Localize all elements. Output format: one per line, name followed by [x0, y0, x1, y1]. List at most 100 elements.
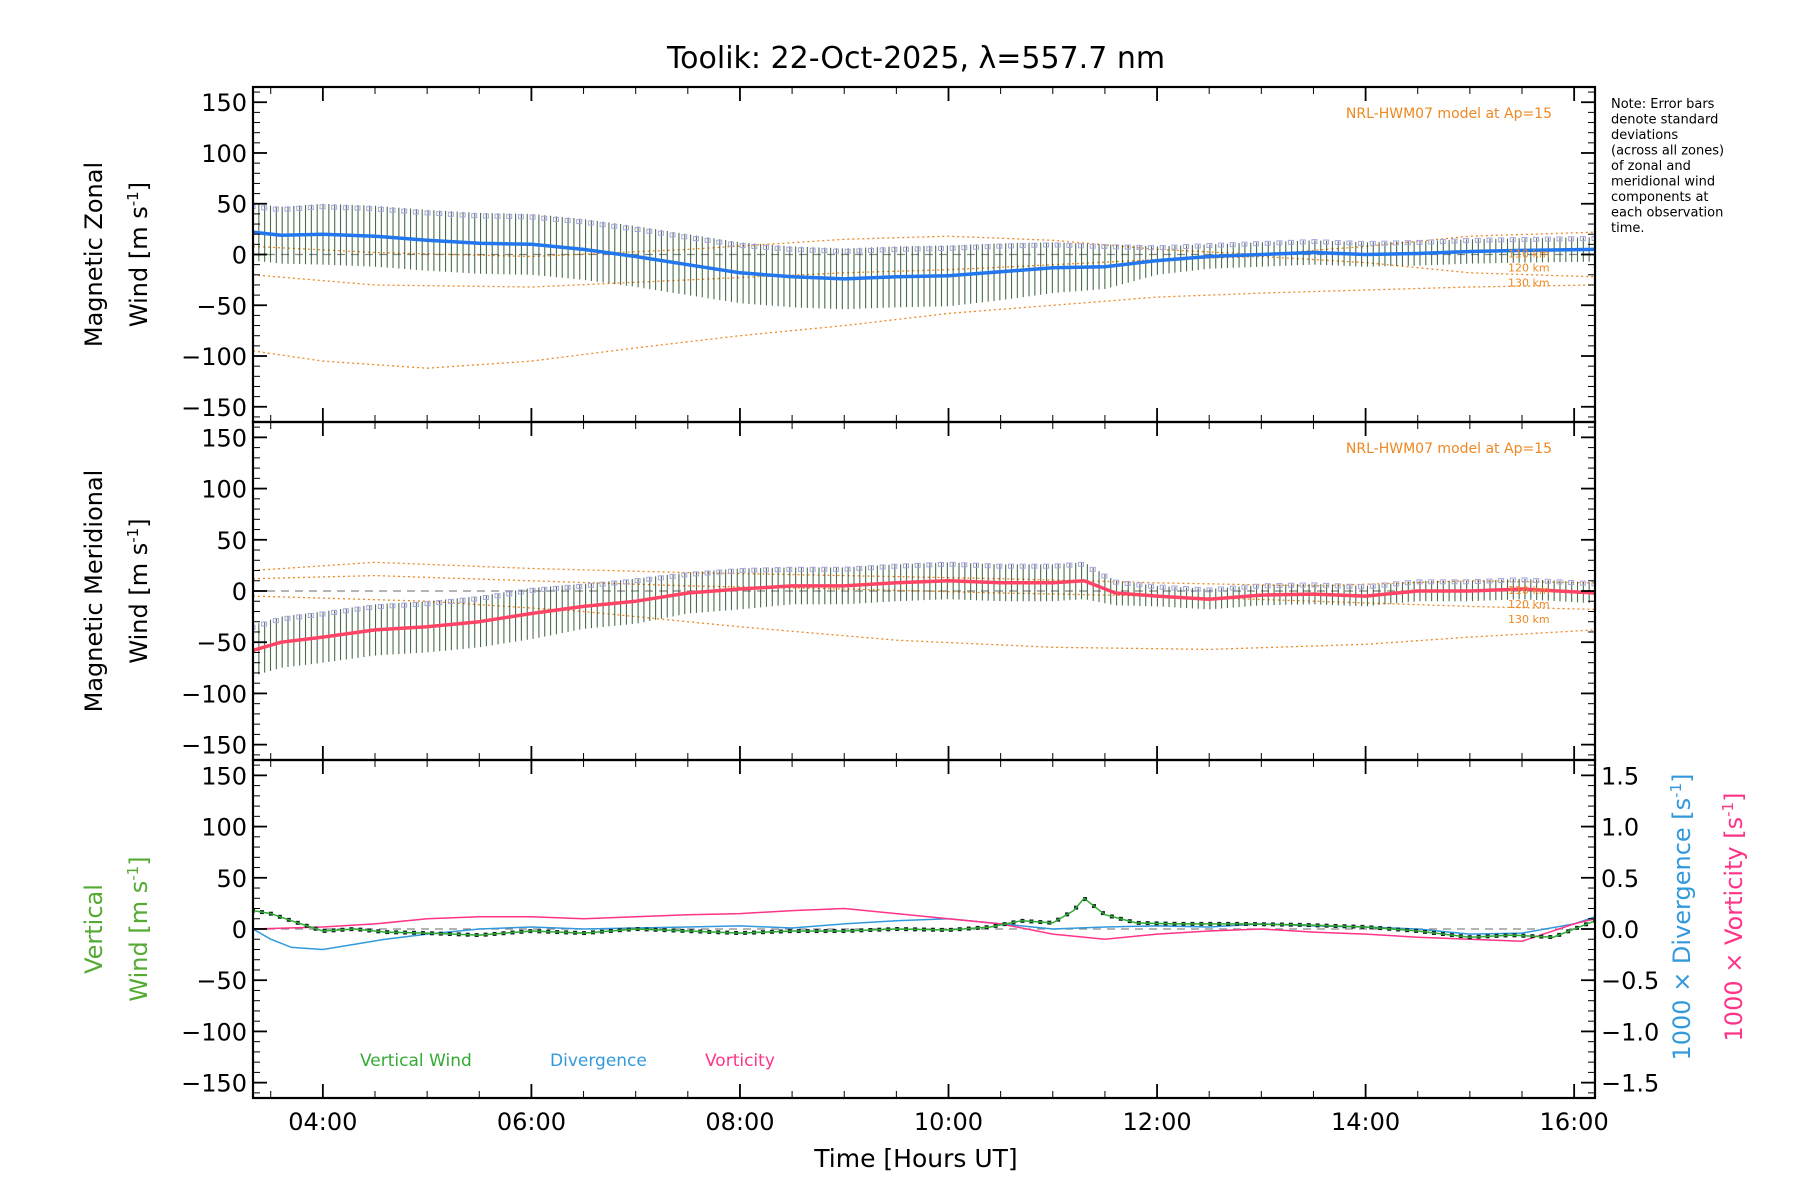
zonal-zone-marker — [342, 205, 349, 211]
meridional-zone-marker — [424, 601, 431, 607]
vertical-main-line — [253, 897, 1595, 938]
zonal-altitude-label: 120 km — [1508, 262, 1550, 275]
ylabel-unit: Wind [m s — [125, 881, 153, 1002]
meridional-zone-marker — [832, 566, 839, 572]
zonal-zone-marker — [1078, 243, 1085, 249]
meridional-zone-marker — [1031, 563, 1038, 569]
zonal-panel: 150 100 50 0 −50 −100 −150 Magnetic Zonal Wind [… — [80, 85, 1597, 424]
meridional-model-110-km — [253, 561, 1595, 587]
right-y-tick-label: 0.5 — [1601, 865, 1639, 893]
meridional-zone-marker — [1451, 579, 1458, 585]
meridional-panel: 150 100 50 0 −50 −100 −150 Magnetic Meridional W… — [80, 420, 1597, 762]
zonal-zone-marker — [1008, 243, 1015, 249]
meridional-zone-marker — [669, 573, 676, 579]
zonal-zone-marker — [634, 226, 641, 232]
y-tick-label: −150 — [181, 1070, 247, 1098]
zonal-zone-marker — [716, 239, 723, 245]
zonal-zone-marker — [704, 237, 711, 243]
zonal-zone-marker — [517, 214, 524, 220]
zonal-main-line — [253, 230, 1595, 281]
zonal-zone-marker — [1183, 244, 1190, 250]
zonal-zone-marker — [657, 230, 664, 236]
meridional-zone-marker — [949, 561, 956, 567]
zonal-zone-marker — [1113, 244, 1120, 250]
meridional-zone-marker — [377, 604, 384, 610]
zonal-zone-marker — [1533, 236, 1540, 242]
zonal-zone-marker — [809, 247, 816, 253]
x-tick-labels: 04:00 06:00 08:00 10:00 12:00 14:00 16:00 — [288, 1108, 1608, 1136]
meridional-zone-marker — [284, 615, 291, 621]
right-label-bracket: ] — [1720, 793, 1748, 802]
meridional-zone-marker — [1323, 582, 1330, 588]
meridional-zone-marker — [914, 562, 921, 568]
zonal-zone-marker — [1474, 237, 1481, 243]
zonal-zone-marker — [902, 246, 909, 252]
meridional-zone-marker — [1229, 585, 1236, 591]
y-tick-label: 0 — [232, 242, 247, 270]
note-line: meridional wind — [1611, 175, 1715, 190]
right-y-tick-label: −0.5 — [1601, 967, 1659, 995]
note-line: of zonal and — [1611, 159, 1691, 174]
zonal-zone-marker — [1066, 242, 1073, 248]
zonal-zone-marker — [879, 247, 886, 253]
legend-vertical-wind: Vertical Wind — [360, 1051, 472, 1071]
zonal-zone-marker — [1264, 240, 1271, 246]
zonal-zone-marker — [331, 204, 338, 210]
right-label-superscript: -1 — [1719, 802, 1737, 817]
meridional-zone-marker — [1054, 563, 1061, 569]
y-tick-label: 150 — [201, 762, 247, 790]
meridional-zone-marker — [1416, 579, 1423, 585]
zonal-zone-marker — [1498, 237, 1505, 243]
meridional-zone-marker — [517, 589, 524, 595]
zonal-zone-marker — [949, 245, 956, 251]
right-label-bracket: ] — [1668, 773, 1696, 782]
zonal-altitude-label: 130 km — [1508, 277, 1550, 290]
meridional-zone-marker — [552, 585, 559, 591]
zonal-ylabel-line2: Wind [m s-1] — [124, 182, 153, 327]
zonal-zone-marker — [1439, 239, 1446, 245]
meridional-zone-marker — [1264, 583, 1271, 589]
ylabel-superscript: -1 — [124, 191, 142, 206]
zonal-zone-marker — [1486, 237, 1493, 243]
y-tick-label: −150 — [181, 394, 247, 422]
meridional-zone-marker — [879, 564, 886, 570]
zonal-zone-marker — [389, 207, 396, 213]
ylabel-superscript: -1 — [124, 528, 142, 543]
zonal-zone-marker — [1206, 243, 1213, 249]
ylabel-superscript: -1 — [124, 866, 142, 881]
meridional-ylabel-line2: Wind [m s-1] — [124, 518, 153, 663]
zonal-zone-marker — [599, 222, 606, 228]
meridional-zone-marker — [751, 567, 758, 573]
meridional-zone-marker — [587, 582, 594, 588]
meridional-zone-marker — [938, 561, 945, 567]
meridional-zone-marker — [1381, 582, 1388, 588]
zonal-ylabel-line1: Magnetic Zonal — [80, 162, 108, 347]
meridional-zone-marker — [1474, 578, 1481, 584]
zonal-zone-marker — [459, 212, 466, 218]
meridional-zone-marker — [471, 596, 478, 602]
zonal-zone-marker — [296, 205, 303, 211]
zonal-zone-marker — [867, 247, 874, 253]
meridional-zone-marker — [1579, 580, 1586, 586]
meridional-zone-marker — [867, 565, 874, 571]
meridional-zone-marker — [1393, 581, 1400, 587]
x-tick-label: 16:00 — [1540, 1108, 1609, 1136]
meridional-zone-marker — [681, 572, 688, 578]
meridional-zone-marker — [1043, 563, 1050, 569]
zonal-zone-marker — [506, 214, 513, 220]
meridional-altitude-label: 130 km — [1508, 613, 1550, 626]
meridional-zone-marker — [494, 593, 501, 599]
y-tick-label: 0 — [232, 578, 247, 606]
meridional-zone-marker — [1288, 582, 1295, 588]
meridional-zone-marker — [1008, 563, 1015, 569]
zonal-zone-marker — [261, 205, 268, 211]
y-tick-label: −50 — [196, 967, 247, 995]
vorticity-axis-label: 1000 × Vorticity [s-1] — [1719, 793, 1748, 1042]
zonal-zone-marker — [1334, 239, 1341, 245]
meridional-zone-marker — [1428, 579, 1435, 585]
right-y-tick-label: 1.5 — [1601, 762, 1639, 790]
ylabel-unit: Wind [m s — [125, 206, 153, 327]
meridional-zone-marker — [412, 601, 419, 607]
y-tick-label: 100 — [201, 476, 247, 504]
zonal-zone-marker — [1369, 240, 1376, 246]
